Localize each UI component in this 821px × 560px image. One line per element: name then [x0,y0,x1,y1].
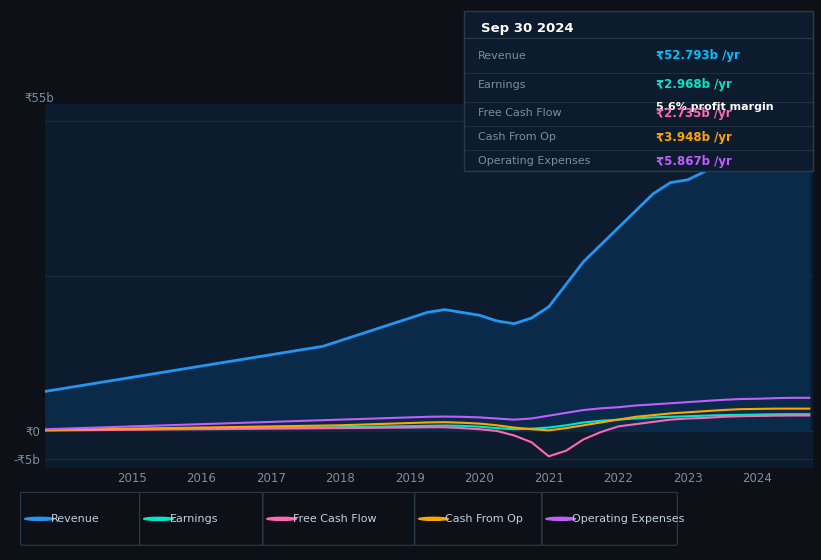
Text: Operating Expenses: Operating Expenses [572,514,685,524]
Circle shape [267,517,296,520]
Text: Cash From Op: Cash From Op [445,514,523,524]
Text: Earnings: Earnings [478,80,526,90]
Text: Free Cash Flow: Free Cash Flow [293,514,377,524]
Text: Revenue: Revenue [478,51,526,61]
Text: ₹3.948b /yr: ₹3.948b /yr [656,131,732,144]
Text: ₹2.735b /yr: ₹2.735b /yr [656,107,732,120]
Text: ₹2.968b /yr: ₹2.968b /yr [656,78,732,91]
Text: Earnings: Earnings [170,514,218,524]
Text: ₹5.867b /yr: ₹5.867b /yr [656,155,732,168]
Circle shape [25,517,54,520]
Text: Cash From Op: Cash From Op [478,132,556,142]
Text: ₹52.793b /yr: ₹52.793b /yr [656,49,740,62]
Circle shape [144,517,173,520]
Text: Free Cash Flow: Free Cash Flow [478,108,562,118]
Text: 5.6% profit margin: 5.6% profit margin [656,102,773,112]
Circle shape [546,517,576,520]
Text: Revenue: Revenue [51,514,99,524]
FancyBboxPatch shape [464,11,813,171]
Text: Operating Expenses: Operating Expenses [478,156,590,166]
Text: ₹55b: ₹55b [25,91,54,105]
Text: Sep 30 2024: Sep 30 2024 [481,22,574,35]
Circle shape [419,517,448,520]
